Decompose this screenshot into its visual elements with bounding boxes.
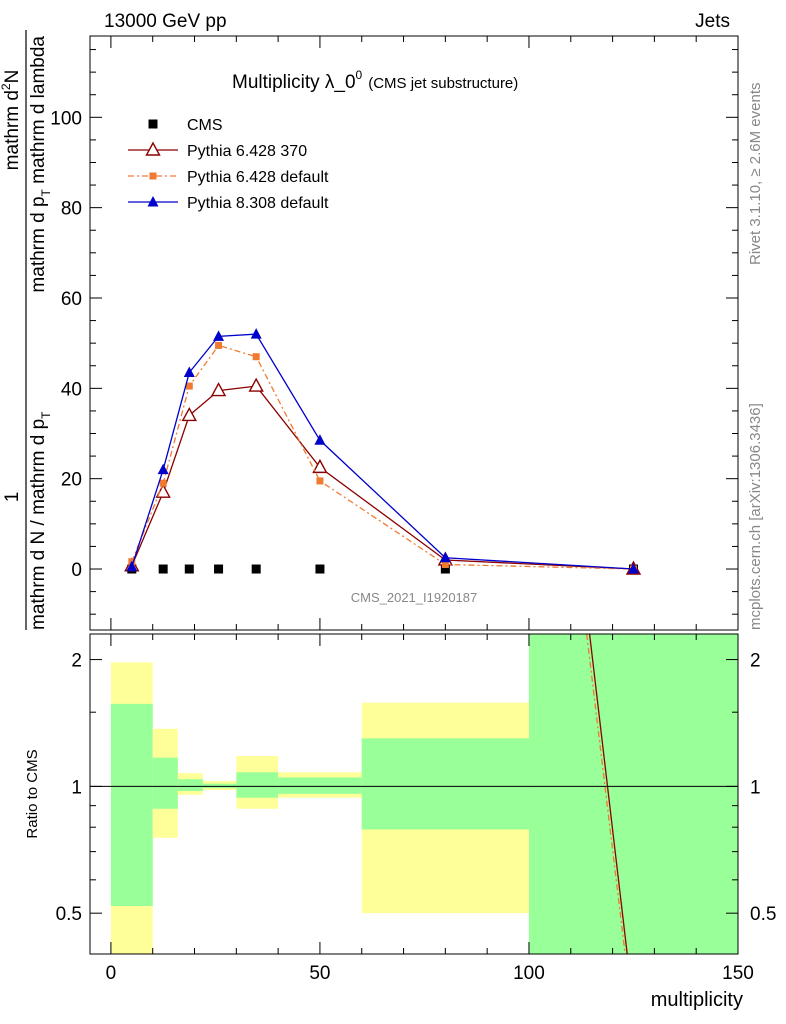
y-axis-label-denominator-bottom: mathrm d N / mathrm d pT bbox=[28, 411, 53, 630]
legend-label: Pythia 8.308 default bbox=[187, 195, 329, 212]
data-point-triangle bbox=[183, 366, 195, 378]
ratio-y-tick-label: 2 bbox=[750, 651, 761, 672]
y-tick-label: 100 bbox=[50, 108, 82, 129]
data-point-triangle bbox=[157, 463, 169, 475]
data-point-open-triangle bbox=[210, 382, 227, 397]
legend-entry: Pythia 6.428 default bbox=[128, 169, 329, 186]
ratio-series-line bbox=[588, 633, 628, 955]
y-axis-label-denominator-top: mathrm d pT mathrm d lambda bbox=[28, 36, 53, 293]
ratio-band-green bbox=[236, 772, 279, 798]
y-tick-label: 80 bbox=[61, 199, 82, 220]
data-point-square bbox=[214, 564, 224, 574]
header-energy: 13000 GeV pp bbox=[104, 11, 227, 32]
data-point-triangle bbox=[439, 551, 451, 563]
data-point-triangle bbox=[213, 330, 225, 341]
legend-label: Pythia 6.428 default bbox=[187, 169, 329, 186]
y-tick-label: 20 bbox=[61, 470, 82, 491]
ratio-panel-frame bbox=[89, 633, 739, 955]
y-axis-label: 1 mathrm d2N mathrm d pT mathrm d lambda… bbox=[0, 30, 53, 630]
data-point-square bbox=[215, 341, 223, 349]
ratio-band-green bbox=[361, 738, 529, 830]
legend-entry: Pythia 8.308 default bbox=[128, 195, 329, 212]
data-point-square bbox=[148, 119, 158, 129]
data-point-open-triangle bbox=[312, 458, 328, 474]
ratio-band-green bbox=[278, 777, 362, 794]
x-axis-label: multiplicity bbox=[651, 989, 743, 1011]
x-tick-label: 150 bbox=[722, 963, 754, 984]
data-point-triangle bbox=[147, 196, 159, 207]
y-tick-label: 0 bbox=[71, 560, 82, 581]
mcplots-text: mcplots.cern.ch [arXiv:1306.3436] bbox=[747, 403, 764, 630]
watermark: CMS_2021_I1920187 bbox=[351, 590, 478, 605]
x-tick-label: 100 bbox=[513, 963, 545, 984]
data-point-square bbox=[315, 564, 325, 574]
y-axis-label-numerator: 1 bbox=[2, 492, 23, 503]
y-tick-label: 60 bbox=[61, 289, 82, 310]
header-process: Jets bbox=[695, 11, 730, 32]
main-panel: 0 20 40 60 80 100 CMS_2021_I1920187 Multiplic… bbox=[0, 30, 739, 631]
y-tick-label: 40 bbox=[61, 379, 82, 400]
legend: CMS Pythia 6.428 370 Pythia 6.428 default P… bbox=[128, 117, 329, 212]
data-point-square bbox=[184, 564, 194, 574]
data-point-open-triangle bbox=[145, 141, 161, 156]
x-tick-label: 0 bbox=[106, 963, 117, 984]
legend-label: CMS bbox=[187, 117, 223, 134]
series-2 bbox=[128, 341, 637, 573]
ratio-y-tick-label: 0.5 bbox=[750, 904, 776, 925]
ratio-y-axis-label: Ratio to CMS bbox=[24, 749, 41, 838]
legend-entry: Pythia 6.428 370 bbox=[128, 141, 307, 160]
ratio-y-tick-label: 0.5 bbox=[56, 904, 82, 925]
data-point-triangle bbox=[314, 434, 326, 445]
series-line bbox=[131, 344, 634, 570]
data-point-open-triangle bbox=[181, 406, 197, 422]
ratio-series-line bbox=[586, 633, 626, 955]
data-point-square bbox=[316, 477, 324, 485]
data-point-triangle bbox=[250, 328, 262, 339]
data-point-square bbox=[185, 382, 193, 390]
data-point-square bbox=[441, 561, 449, 569]
series-3 bbox=[126, 328, 639, 574]
ratio-band-green bbox=[177, 779, 203, 792]
series-line bbox=[131, 333, 634, 570]
data-point-square bbox=[159, 479, 167, 487]
ratio-panel: 0.5 0.5 1 1 2 2 0 50 100 150 Ratio to CMS multipl… bbox=[24, 633, 776, 1011]
data-point-square bbox=[252, 353, 260, 361]
legend-entry: CMS bbox=[148, 117, 223, 134]
ratio-band-green bbox=[152, 757, 178, 809]
plot-title: Multiplicity λ_00 (CMS jet substructure) bbox=[232, 68, 518, 93]
rivet-version-text: Rivet 3.1.10, ≥ 2.6M events bbox=[747, 83, 764, 266]
data-point-square bbox=[158, 564, 168, 574]
ratio-y-tick-label: 2 bbox=[71, 651, 82, 672]
legend-label: Pythia 6.428 370 bbox=[187, 143, 307, 160]
data-point-triangle bbox=[627, 563, 639, 574]
plot-title-main: Multiplicity λ_0 bbox=[232, 72, 356, 93]
series-line bbox=[131, 385, 634, 570]
data-point-triangle bbox=[126, 560, 138, 572]
ratio-y-tick-label: 1 bbox=[71, 777, 82, 798]
plot-title-subtitle: (CMS jet substructure) bbox=[368, 75, 518, 92]
ratio-band-green bbox=[110, 703, 153, 907]
data-point-square bbox=[440, 564, 450, 574]
ratio-band-green bbox=[528, 634, 738, 954]
plot-title-superscript: 0 bbox=[356, 68, 363, 82]
series-1 bbox=[124, 377, 642, 575]
y-axis-label-top: mathrm d2N bbox=[0, 70, 23, 171]
data-point-open-triangle bbox=[248, 377, 264, 392]
data-point-square bbox=[251, 564, 261, 574]
data-point-square bbox=[149, 172, 157, 180]
main-panel-frame bbox=[89, 35, 739, 631]
ratio-y-tick-label: 1 bbox=[750, 777, 761, 798]
x-tick-label: 50 bbox=[309, 963, 330, 984]
